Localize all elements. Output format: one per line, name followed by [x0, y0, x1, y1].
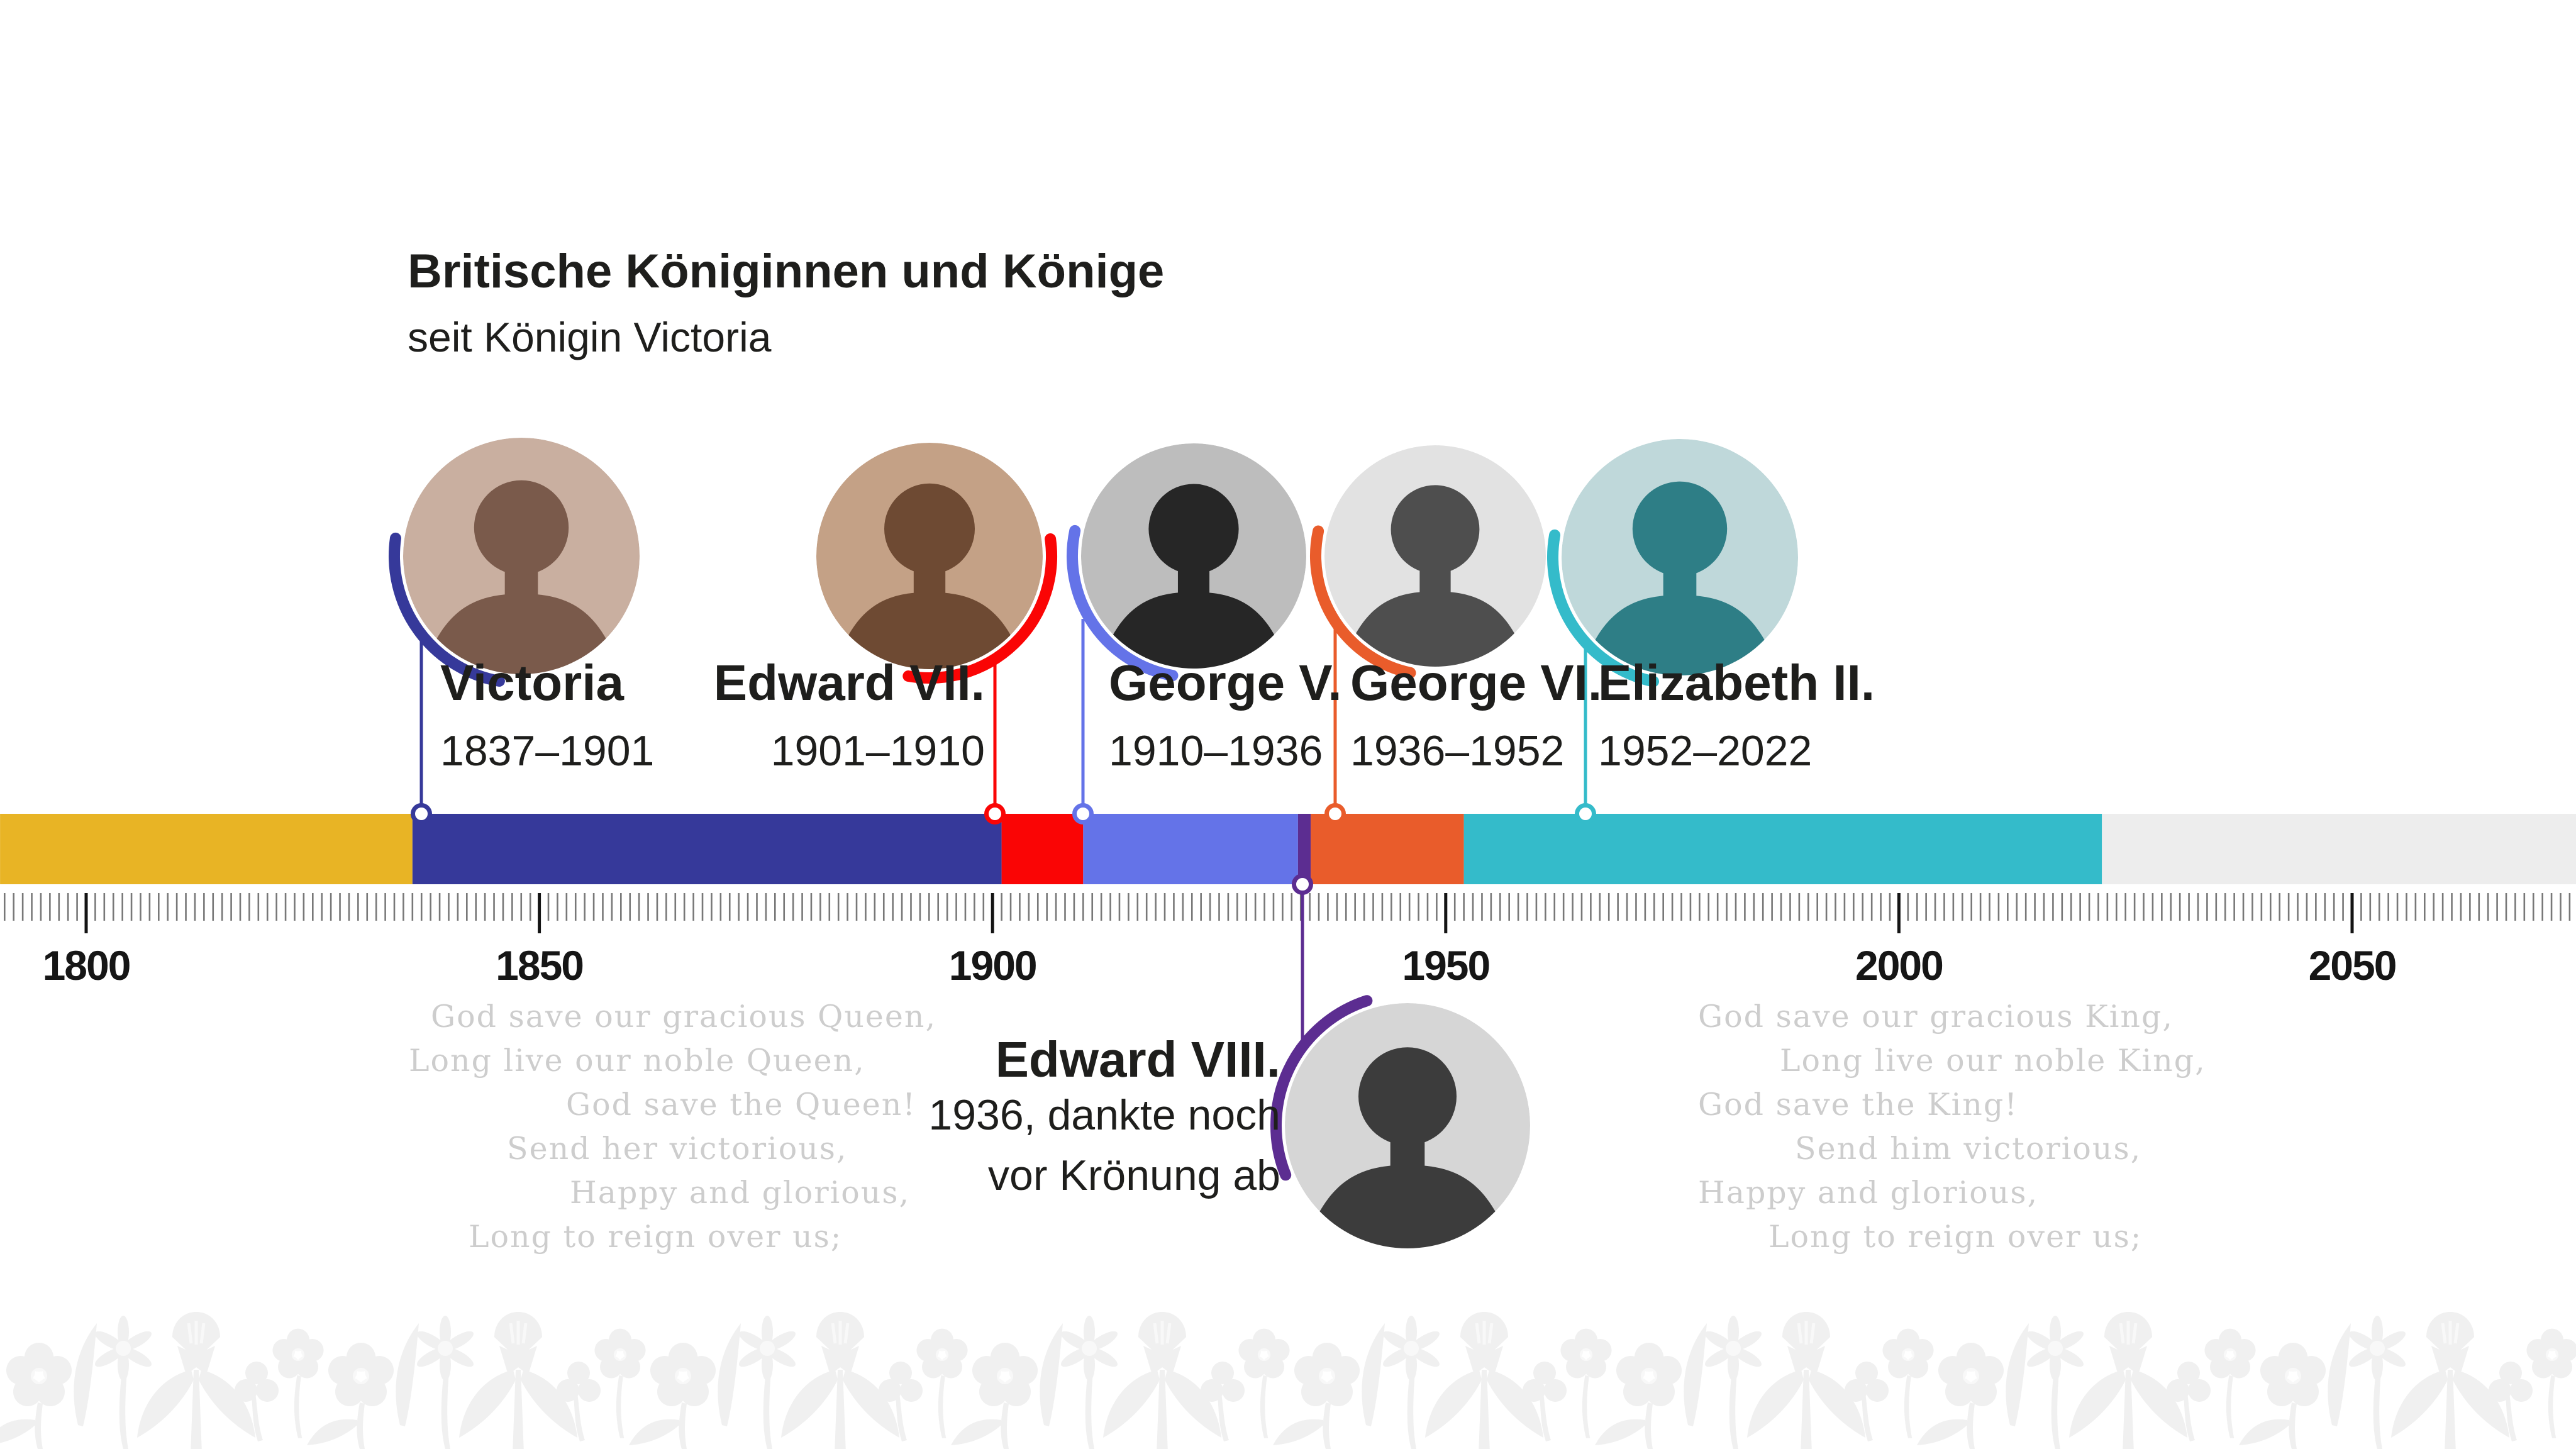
portrait-arc-george-vi — [1310, 525, 1416, 679]
portrait-edward-viii — [1285, 1003, 1530, 1248]
monarch-note-line1: 1936, dankte noch — [928, 1091, 1280, 1139]
axis-label-1800: 1800 — [43, 942, 130, 989]
monarch-label-edward-vii: Edward VII. 1901–1910 — [679, 655, 985, 775]
reign-marker-edward-vii — [984, 803, 1006, 824]
portrait-head-silhouette — [1148, 484, 1239, 574]
axis-label-1950: 1950 — [1402, 942, 1489, 989]
portrait-head-silhouette — [1358, 1047, 1457, 1146]
portrait-head-silhouette — [1632, 481, 1728, 577]
timeline-segment-7 — [2102, 814, 2576, 884]
page-title: Britische Königinnen und Könige — [408, 245, 1165, 298]
timeline-segment-5 — [1311, 814, 1464, 884]
anthem-line: God save the Queen! — [566, 1087, 916, 1123]
timeline-segment-3 — [1083, 814, 1298, 884]
monarch-name: Edward VII. — [713, 655, 985, 711]
anthem-line: Long to reign over us; — [469, 1219, 843, 1255]
axis-label-2000: 2000 — [1855, 942, 1943, 989]
reign-marker-george-v — [1072, 803, 1094, 824]
monarch-reign: 1910–1936 — [1109, 727, 1323, 775]
portrait-arc-edward-vii — [902, 533, 1057, 684]
anthem-line: Happy and glorious, — [1698, 1175, 2039, 1211]
monarch-label-george-v: George V. 1910–1936 — [1109, 655, 1342, 775]
page-subtitle: seit Königin Victoria — [408, 313, 772, 360]
monarch-name: Edward VIII. — [995, 1031, 1280, 1087]
monarch-reign: 1837–1901 — [440, 727, 655, 775]
timeline-segment-4 — [1297, 814, 1311, 884]
reign-marker-victoria — [411, 803, 432, 824]
monarch-group-edward-viii — [1270, 874, 1530, 1248]
monarch-reign: 1936–1952 — [1350, 727, 1565, 775]
portrait-head-silhouette — [884, 483, 975, 574]
reign-marker-george-vi — [1324, 803, 1346, 824]
monarch-label-edward-viii: Edward VIII. 1936, dankte noch vor Krönu… — [878, 1035, 1280, 1206]
monarch-name: Elizabeth II. — [1598, 655, 1875, 711]
anthem-line: Send him victorious, — [1795, 1131, 2142, 1167]
anthem-line: Send her victorious, — [507, 1131, 848, 1167]
timeline-segment-1 — [412, 814, 1002, 884]
timeline-segment-6 — [1463, 814, 2102, 884]
title-block: Britische Königinnen und Könige seit Kön… — [408, 247, 1164, 361]
anthem-line: God save our gracious Queen, — [431, 999, 937, 1035]
anthem-lyrics-king: God save our gracious King, Long live ou… — [1698, 995, 2206, 1259]
portrait-head-silhouette — [474, 480, 569, 575]
anthem-line: Long to reign over us; — [1768, 1219, 2143, 1255]
monarch-label-victoria: Victoria 1837–1901 — [440, 655, 655, 775]
timeline-segment-2 — [1001, 814, 1084, 884]
monarch-reign: 1901–1910 — [770, 727, 985, 775]
reign-marker-elizabeth-ii — [1575, 803, 1596, 824]
timeline-segment-0 — [0, 814, 413, 884]
portrait-arc-edward-viii — [1270, 995, 1373, 1181]
anthem-line: God save the King! — [1698, 1087, 2018, 1123]
anthem-line: Long live our noble Queen, — [409, 1043, 865, 1079]
portrait-arc-elizabeth-ii — [1547, 529, 1659, 687]
anthem-lyrics-queen: God save our gracious Queen, Long live o… — [402, 995, 936, 1259]
reign-marker-edward-viii — [1292, 874, 1313, 895]
anthem-line: Long live our noble King, — [1780, 1043, 2206, 1079]
axis-label-2050: 2050 — [2309, 942, 2396, 989]
portrait-arc-george-v — [1067, 525, 1179, 682]
anthem-line: Happy and glorious, — [570, 1175, 911, 1211]
monarch-reign: 1952–2022 — [1598, 727, 1813, 775]
monarch-name: George V. — [1109, 655, 1342, 711]
portrait-arc-victoria — [389, 532, 505, 687]
monarch-name: Victoria — [440, 655, 624, 711]
monarch-name: George VI. — [1350, 655, 1602, 711]
axis-label-1900: 1900 — [949, 942, 1036, 989]
monarch-label-george-vi: George VI. 1936–1952 — [1350, 655, 1602, 775]
anthem-line: God save our gracious King, — [1698, 999, 2174, 1035]
monarch-label-elizabeth-ii: Elizabeth II. 1952–2022 — [1598, 655, 1875, 775]
axis-label-1850: 1850 — [496, 942, 583, 989]
portrait-head-silhouette — [1391, 485, 1480, 574]
monarch-note-line2: vor Krönung ab — [988, 1152, 1280, 1199]
